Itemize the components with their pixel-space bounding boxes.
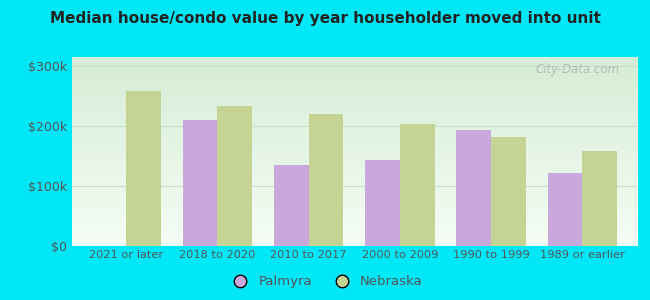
- Bar: [309, 114, 343, 246]
- Bar: [365, 160, 400, 246]
- Text: City-Data.com: City-Data.com: [536, 63, 620, 76]
- Text: Median house/condo value by year householder moved into unit: Median house/condo value by year househo…: [49, 11, 601, 26]
- Bar: [400, 124, 434, 246]
- Bar: [582, 151, 617, 246]
- Bar: [126, 91, 161, 246]
- Bar: [547, 173, 582, 246]
- Bar: [491, 137, 526, 246]
- Bar: [183, 120, 218, 246]
- Bar: [218, 106, 252, 246]
- Legend: Palmyra, Nebraska: Palmyra, Nebraska: [222, 270, 428, 293]
- Bar: [274, 165, 309, 246]
- Bar: [456, 130, 491, 246]
